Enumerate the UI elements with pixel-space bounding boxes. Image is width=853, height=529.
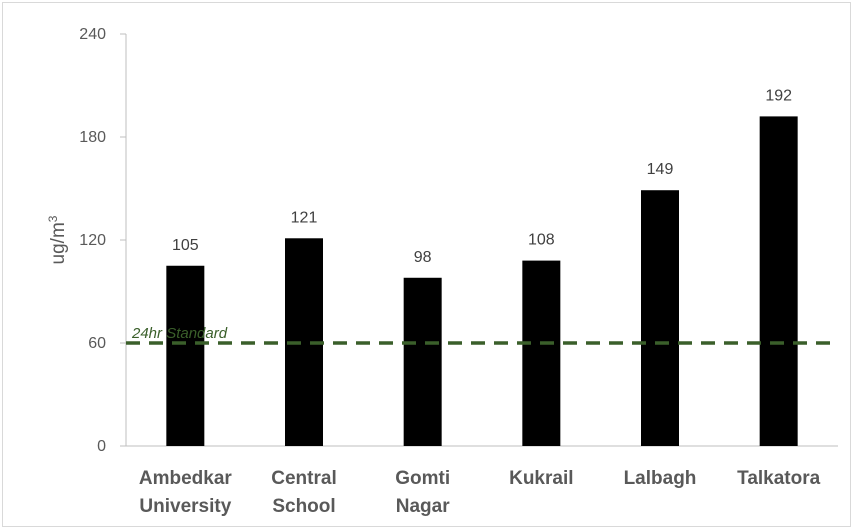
- data-label: 105: [172, 237, 199, 254]
- reference-line-label: 24hr Standard: [131, 325, 228, 342]
- x-tick-label: Nagar: [396, 496, 450, 517]
- y-tick-label: 60: [88, 335, 106, 352]
- bars: 105 121 98 108 149 192: [166, 87, 798, 447]
- data-label: 98: [414, 249, 432, 266]
- x-axis: Ambedkar University Central School Gomti Naga…: [126, 445, 838, 517]
- y-tick-label: 240: [79, 26, 106, 43]
- bar: [759, 116, 798, 447]
- data-label: 192: [765, 87, 792, 104]
- x-tick-label: School: [272, 496, 335, 517]
- y-axis-title-text: ug/m: [48, 222, 69, 264]
- x-tick-label: Central: [271, 468, 336, 489]
- y-axis: 0 60 120 180 240: [79, 26, 127, 455]
- bar: [522, 260, 561, 446]
- y-tick-label: 0: [97, 438, 106, 455]
- bar: [641, 190, 679, 446]
- data-label: 149: [647, 161, 674, 178]
- y-axis-title: ug/m3: [46, 215, 69, 264]
- x-tick-label: Lalbagh: [624, 468, 697, 489]
- y-tick-label: 180: [79, 129, 106, 146]
- bar: [166, 265, 205, 446]
- bar: [403, 277, 442, 446]
- x-tick-label: Talkatora: [737, 468, 821, 489]
- x-tick-label: Gomti: [395, 468, 450, 489]
- reference-line-group: 24hr Standard: [126, 325, 838, 345]
- data-label: 121: [291, 209, 318, 226]
- x-tick-label: University: [139, 496, 231, 517]
- x-tick-label: Ambedkar: [139, 468, 233, 489]
- data-label: 108: [528, 232, 555, 249]
- y-tick-label: 120: [79, 232, 106, 249]
- y-axis-title-superscript: 3: [46, 215, 60, 222]
- x-tick-label: Kukrail: [509, 468, 573, 489]
